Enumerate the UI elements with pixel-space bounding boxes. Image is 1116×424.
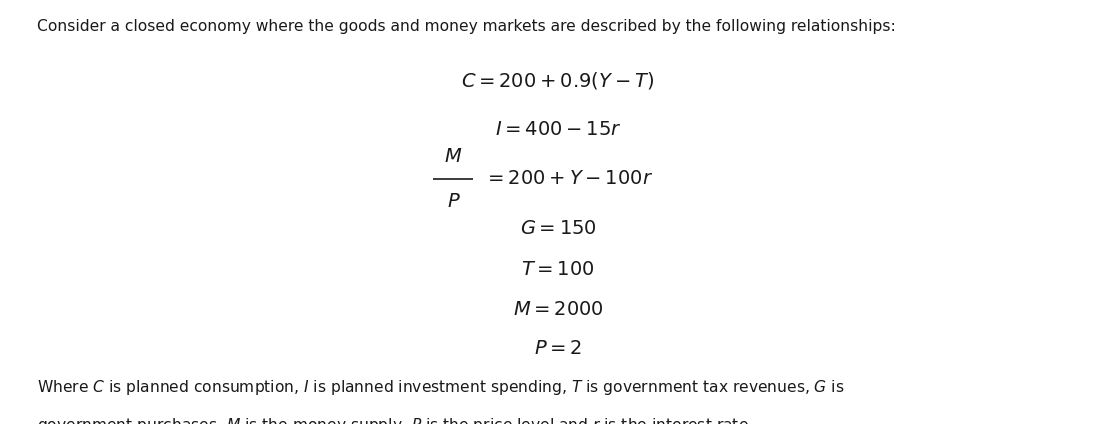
Text: Where $C$ is planned consumption, $I$ is planned investment spending, $T$ is gov: Where $C$ is planned consumption, $I$ is… bbox=[37, 378, 845, 397]
Text: $T = 100$: $T = 100$ bbox=[521, 260, 595, 279]
Text: $G = 150$: $G = 150$ bbox=[520, 220, 596, 238]
Text: $I = 400 - 15r$: $I = 400 - 15r$ bbox=[494, 120, 622, 139]
Text: Consider a closed economy where the goods and money markets are described by the: Consider a closed economy where the good… bbox=[37, 19, 895, 34]
Text: $= 200 + Y - 100r$: $= 200 + Y - 100r$ bbox=[484, 170, 654, 188]
Text: $M = 2000$: $M = 2000$ bbox=[512, 300, 604, 319]
Text: $C = 200 + 0.9(Y - T)$: $C = 200 + 0.9(Y - T)$ bbox=[462, 70, 654, 91]
Text: P: P bbox=[448, 192, 459, 211]
Text: $P = 2$: $P = 2$ bbox=[533, 339, 583, 358]
Text: government purchases, $M$ is the money supply, $P$ is the price level and $r$ is: government purchases, $M$ is the money s… bbox=[37, 416, 752, 424]
Text: M: M bbox=[444, 147, 462, 165]
